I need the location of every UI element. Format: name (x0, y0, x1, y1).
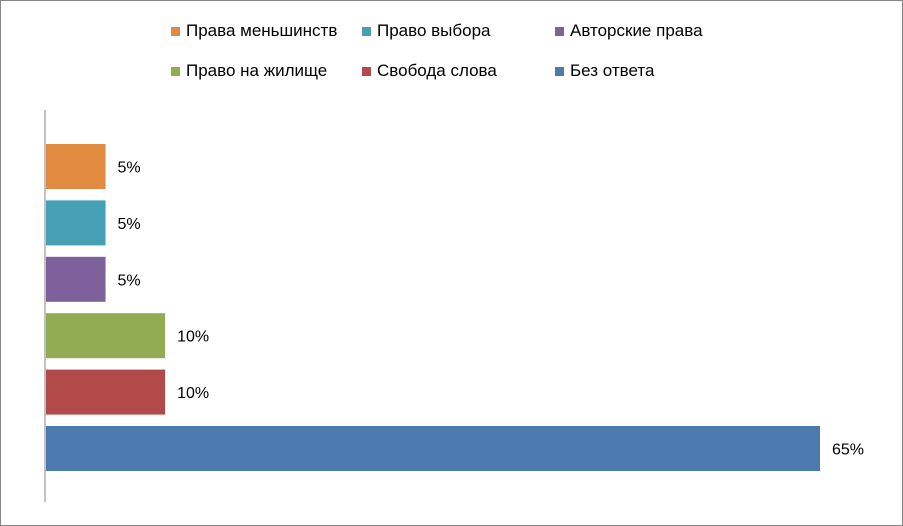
bars-group (46, 144, 820, 471)
legend-item-no-answer: Без ответа (555, 59, 654, 83)
bar-4 (46, 313, 166, 359)
data-label-3: 5% (118, 272, 141, 289)
legend-swatch-copyright (555, 26, 564, 36)
bar-2 (46, 200, 106, 246)
legend-label: Свобода слова (377, 61, 497, 80)
legend-item-free-speech: Свобода слова (362, 59, 497, 83)
legend-label: Авторские права (570, 21, 703, 40)
legend-swatch-housing-rights (171, 66, 180, 76)
legend-label: Право на жилище (186, 61, 328, 80)
legend-swatch-no-answer (555, 66, 564, 76)
bar-6 (46, 426, 820, 471)
bar-5 (46, 369, 166, 415)
legend-swatch-free-speech (362, 66, 371, 76)
legend-item-right-to-vote: Право выбора (362, 19, 491, 43)
data-label-2: 5% (118, 216, 141, 233)
legend-swatch-right-to-vote (362, 26, 371, 36)
legend-item-minority-rights: Права меньшинств (171, 19, 337, 43)
legend-label: Права меньшинств (186, 21, 338, 40)
data-labels-group: 5% 5% 5% 10% 10% 65% (118, 160, 864, 459)
bar-1 (46, 144, 106, 189)
legend-label: Право выбора (377, 21, 491, 40)
data-label-5: 10% (177, 385, 209, 402)
bar-3 (46, 256, 106, 302)
data-label-4: 10% (177, 329, 209, 346)
legend-item-housing-rights: Право на жилище (171, 59, 327, 83)
data-label-1: 5% (118, 160, 141, 177)
chart-legend: Права меньшинств Право выбора Авторские … (171, 19, 771, 89)
data-label-6: 65% (832, 442, 864, 459)
legend-item-copyright: Авторские права (555, 19, 703, 43)
legend-swatch-minority-rights (171, 26, 180, 36)
legend-label: Без ответа (570, 61, 655, 80)
